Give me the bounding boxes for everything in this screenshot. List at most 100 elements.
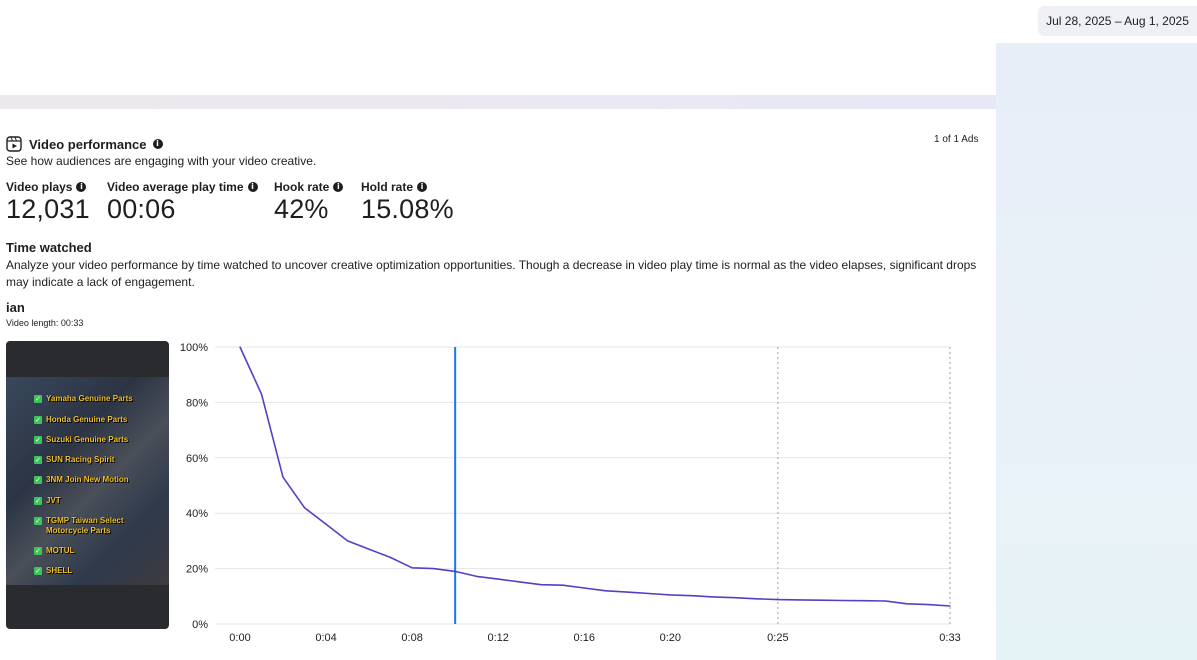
- y-tick-label: 0%: [192, 619, 208, 631]
- metric-value: 42%: [274, 194, 329, 224]
- check-icon: ✓: [34, 547, 42, 555]
- retention-point: [605, 590, 607, 592]
- retention-line: [239, 346, 951, 607]
- video-icon: [6, 136, 22, 152]
- retention-point: [691, 595, 693, 597]
- x-tick-label: 0:00: [229, 632, 250, 644]
- thumbnail-text: SUN Racing Spirit: [46, 455, 115, 464]
- card-subtitle: See how audiences are engaging with your…: [6, 154, 317, 168]
- y-tick-label: 80%: [186, 397, 208, 409]
- retention-point: [626, 591, 628, 593]
- x-tick-label: 0:33: [939, 632, 960, 644]
- date-range-button[interactable]: Jul 28, 2025 – Aug 1, 2025: [1038, 6, 1197, 36]
- card-title: Video performance: [29, 136, 147, 152]
- info-icon[interactable]: i: [247, 182, 258, 192]
- retention-point: [949, 605, 951, 607]
- info-icon[interactable]: i: [333, 182, 344, 192]
- y-tick-label: 40%: [186, 508, 208, 520]
- thumbnail-item: ✓ SHELL: [34, 566, 72, 576]
- check-icon: ✓: [34, 567, 42, 575]
- thumbnail-frame: ✓ Yamaha Genuine Parts ✓ Honda Genuine Par…: [6, 377, 169, 585]
- check-icon: ✓: [34, 416, 42, 424]
- retention-point: [755, 598, 757, 600]
- info-icon[interactable]: i: [76, 182, 87, 192]
- retention-point: [239, 346, 241, 348]
- retention-point: [777, 599, 779, 601]
- retention-point: [712, 596, 714, 598]
- info-icon[interactable]: i: [152, 139, 163, 149]
- time-watched-description: Analyze your video performance by time w…: [6, 258, 977, 289]
- retention-point: [820, 599, 822, 601]
- metric-avg-play-time: Video average play time i 00:06: [107, 180, 258, 225]
- thumbnail-item: ✓ MOTUL: [34, 546, 74, 556]
- x-tick-label: 0:04: [315, 632, 336, 644]
- video-thumbnail[interactable]: ✓ Yamaha Genuine Parts ✓ Honda Genuine Par…: [6, 341, 169, 629]
- thumbnail-text: Suzuki Genuine Parts: [46, 435, 129, 444]
- retention-point: [519, 581, 521, 583]
- thumbnail-item: ✓ 3NM Join New Motion: [34, 475, 129, 485]
- retention-point: [411, 567, 413, 569]
- metric-hold-rate: Hold rate i 15.08%: [361, 180, 454, 225]
- metric-label: Hook rate: [274, 180, 330, 194]
- thumbnail-text: Yamaha Genuine Parts: [46, 394, 133, 403]
- thumbnail-item: ✓ Honda Genuine Parts: [34, 415, 127, 425]
- retention-point: [562, 584, 564, 586]
- video-performance-card: Video performance i See how audiences ar…: [0, 109, 996, 660]
- x-tick-label: 0:25: [767, 632, 788, 644]
- thumbnail-text: Honda Genuine Parts: [46, 415, 128, 424]
- time-watched-title: Time watched: [6, 240, 92, 255]
- thumbnail-text: TGMP Taiwan Select Motorcycle Parts: [46, 516, 124, 535]
- metric-label: Hold rate: [361, 180, 414, 194]
- check-icon: ✓: [34, 436, 42, 444]
- retention-point: [260, 393, 263, 395]
- check-icon: ✓: [34, 395, 42, 403]
- x-tick-label: 0:08: [401, 632, 422, 644]
- video-name: ian: [6, 300, 25, 315]
- time-watched-chart[interactable]: 0% 20% 40% 60% 80% 100% 0:00 0:04 0:08 0:12 0:16 0:…: [170, 337, 970, 657]
- retention-point: [346, 540, 349, 542]
- thumbnail-text: SHELL: [46, 566, 73, 575]
- retention-point: [540, 584, 542, 586]
- metric-label: Video average play time: [107, 180, 244, 194]
- retention-point: [390, 556, 392, 559]
- y-tick-label: 20%: [186, 564, 208, 576]
- metric-video-plays: Video plays i 12,031: [6, 180, 90, 225]
- retention-point: [906, 603, 908, 605]
- retention-point: [669, 594, 671, 596]
- thumbnail-item: ✓ JVT: [34, 496, 61, 506]
- metric-hook-rate: Hook rate i 42%: [274, 180, 344, 225]
- metric-value: 00:06: [107, 194, 176, 224]
- retention-point: [798, 599, 800, 601]
- metric-value: 12,031: [6, 194, 90, 224]
- retention-point: [927, 604, 930, 606]
- retention-point: [841, 599, 844, 602]
- metric-value: 15.08%: [361, 194, 454, 224]
- retention-point: [583, 587, 585, 589]
- y-tick-label: 60%: [186, 453, 208, 465]
- thumbnail-item: ✓ SUN Racing Spirit: [34, 455, 114, 465]
- top-bar: [0, 0, 996, 95]
- card-header: Video performance i: [6, 136, 163, 152]
- thumbnail-text: MOTUL: [46, 546, 75, 555]
- ads-count: 1 of 1 Ads: [934, 134, 979, 145]
- info-icon[interactable]: i: [417, 182, 428, 192]
- video-length: Video length: 00:33: [6, 318, 84, 328]
- retention-point: [303, 507, 306, 509]
- metric-label: Video plays: [6, 180, 73, 194]
- retention-point: [476, 575, 478, 577]
- x-tick-label: 0:20: [660, 632, 681, 644]
- check-icon: ✓: [34, 497, 42, 505]
- x-tick-label: 0:16: [574, 632, 595, 644]
- thumbnail-text: 3NM Join New Motion: [46, 475, 129, 484]
- x-tick-label: 0:12: [487, 632, 508, 644]
- retention-point: [648, 592, 650, 595]
- retention-point: [497, 578, 499, 580]
- thumbnail-item: ✓ Suzuki Genuine Parts: [34, 435, 128, 445]
- thumbnail-item: ✓ Yamaha Genuine Parts: [34, 394, 133, 404]
- check-icon: ✓: [34, 456, 42, 464]
- check-icon: ✓: [34, 476, 42, 484]
- check-icon: ✓: [34, 517, 42, 525]
- thumbnail-item: ✓ TGMP Taiwan Select Motorcycle Parts: [34, 516, 154, 536]
- retention-point: [282, 476, 284, 478]
- retention-point: [884, 600, 887, 602]
